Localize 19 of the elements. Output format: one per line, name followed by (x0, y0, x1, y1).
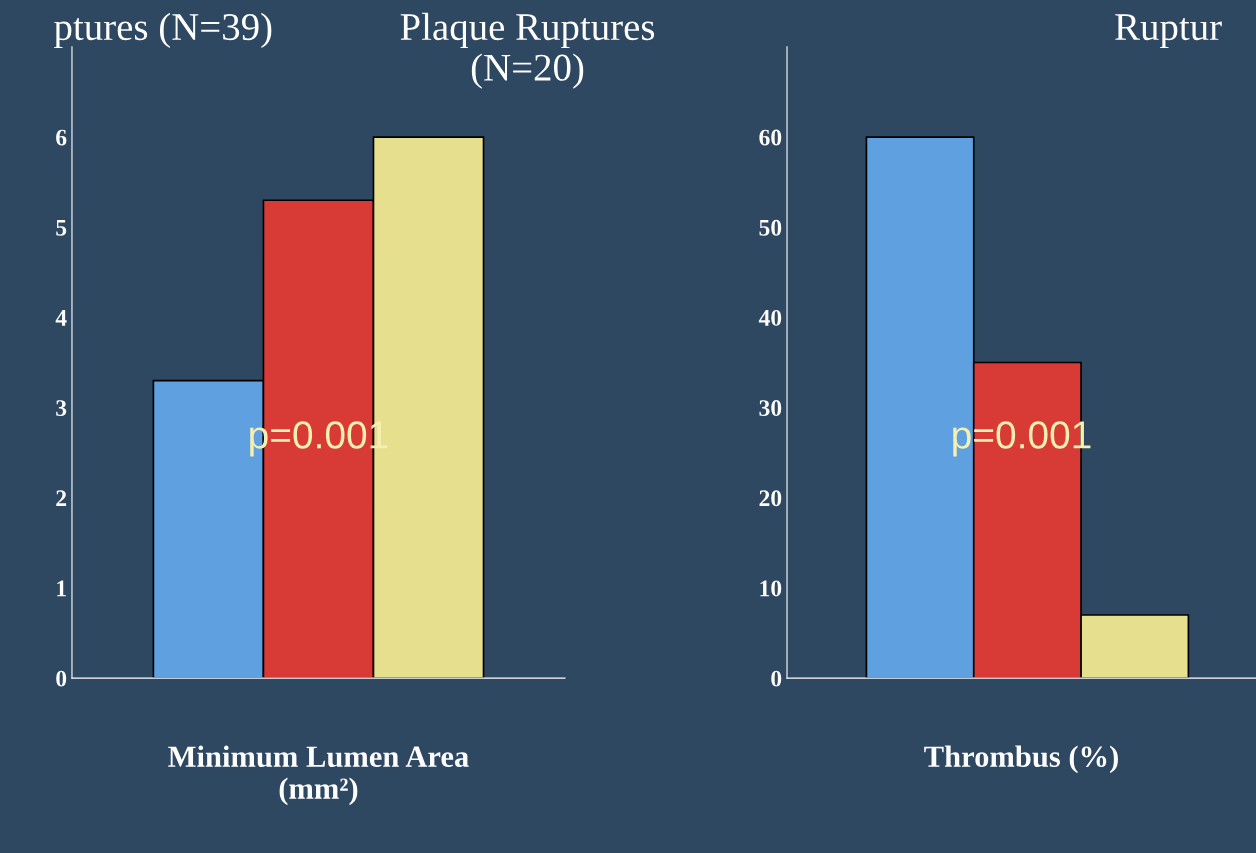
annotation: ptures (N=39) (54, 12, 272, 49)
y-tick-label: 0 (771, 670, 782, 687)
y-tick-label: 20 (759, 490, 782, 507)
y-tick-label: 3 (56, 400, 67, 417)
y-tick-label: 10 (760, 580, 782, 597)
y-tick-label: 4 (55, 310, 67, 326)
y-tick-label: 40 (758, 309, 782, 326)
y-tick-label: 50 (759, 219, 782, 236)
y-tick-label: 1 (57, 580, 66, 597)
y-tick-label: 2 (56, 490, 67, 506)
y-tick-label: 30 (759, 400, 782, 417)
x-axis-title: Thrombus (%) (924, 745, 1118, 774)
y-tick-label: 0 (56, 670, 67, 687)
x-axis-title: Minimum Lumen Area (mm²) (168, 745, 469, 806)
annotation: Plaque Ruptures (N=20) (400, 12, 655, 89)
y-tick-label: 60 (759, 129, 782, 146)
y-tick-label: 5 (56, 219, 67, 236)
y-tick-label: 6 (56, 129, 67, 146)
annotation: Ruptur (1115, 14, 1222, 49)
